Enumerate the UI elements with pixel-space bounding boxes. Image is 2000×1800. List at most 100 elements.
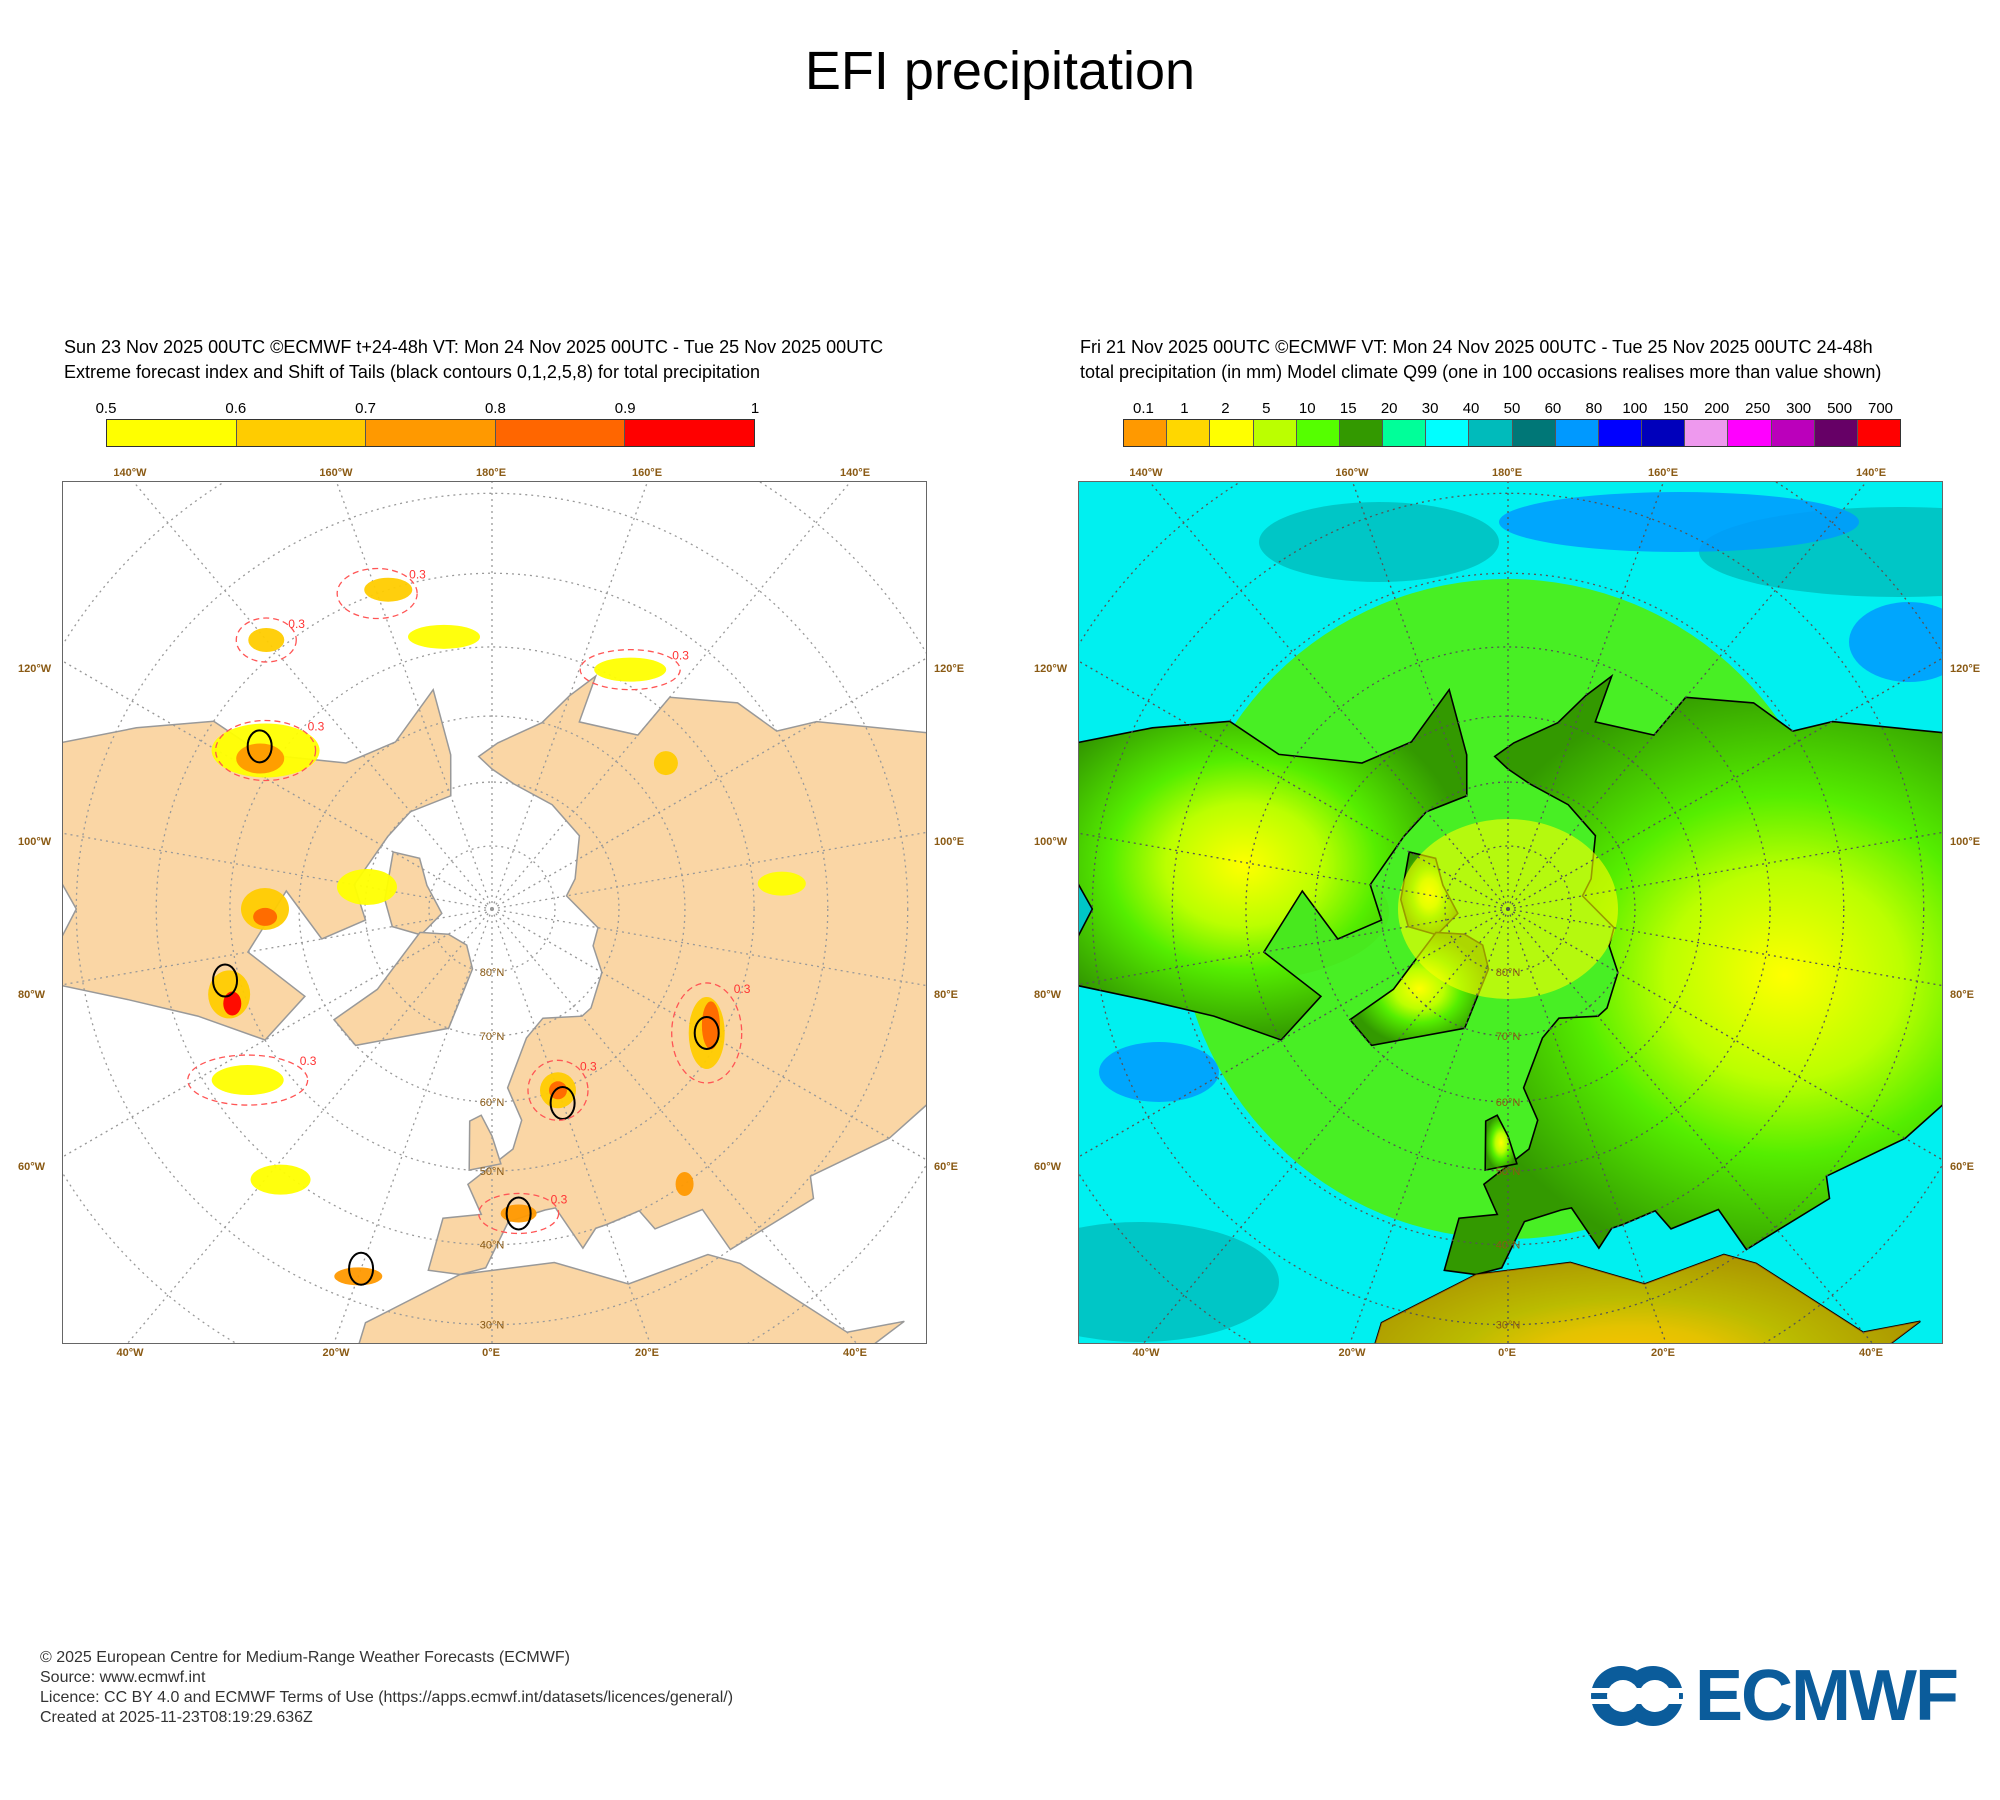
- map-axis-label: 120°E: [1950, 663, 1981, 675]
- efi-0.3-contour: [214, 719, 317, 782]
- meridian-line: [1079, 660, 1509, 910]
- colorbar-swatch: [366, 420, 496, 446]
- map-axis-label: 180°E: [475, 467, 507, 479]
- ecmwf-logo: ECMWF: [1589, 1655, 1959, 1737]
- map-axis-label: 100°W: [1034, 836, 1068, 848]
- colorbar-tick-label: 300: [1786, 400, 1812, 417]
- colorbar-swatch: [1814, 420, 1858, 446]
- meridian-line: [491, 908, 858, 1343]
- land-greenland: [332, 931, 474, 1047]
- efi-0.3-contour: [477, 1192, 560, 1235]
- colorbar-tick-label: 0.1: [1133, 400, 1154, 417]
- map-axis-label: 160°E: [1647, 467, 1679, 479]
- contour-label: 0.3: [308, 719, 325, 733]
- map-axis-label: 80°W: [1034, 989, 1062, 1001]
- footer-created: Created at 2025-11-23T08:19:29.636Z: [40, 1709, 313, 1726]
- q99-60-area: [1499, 492, 1859, 552]
- colorbar-tick-label: 0.5: [95, 400, 117, 417]
- contour-label: 0.3: [300, 1054, 317, 1068]
- meridian-line: [132, 482, 493, 910]
- map-axis-label: 60°E: [1950, 1161, 1974, 1173]
- efi-area: [408, 624, 481, 649]
- map-axis-label: 120°W: [1034, 663, 1068, 675]
- meridian-line: [1148, 482, 1509, 910]
- colorbar-tick-label: 15: [1339, 400, 1357, 417]
- map-axis-label: 140°W: [1129, 467, 1163, 479]
- efi-area: [253, 907, 278, 926]
- sot-contour: [505, 1196, 532, 1231]
- colorbar-tick-label: 40: [1462, 400, 1480, 417]
- colorbar-swatch: [107, 420, 237, 446]
- latitude-circle: [1091, 492, 1925, 1326]
- colorbar-tick-label: 1: [750, 400, 760, 417]
- efi-0.3-contour: [671, 982, 743, 1084]
- map-axis-label: 80°W: [18, 989, 46, 1001]
- ecmwf-logo-text: ECMWF: [1695, 1656, 1959, 1736]
- left-colorbar: [106, 419, 755, 447]
- latitude-circle: [428, 845, 556, 973]
- map-axis-label: 140°E: [1855, 467, 1887, 479]
- colorbar-swatch: [1598, 420, 1643, 446]
- colorbar-tick-label: 0.6: [225, 400, 247, 417]
- colorbar-swatch: [1167, 420, 1211, 446]
- meridian-line: [1507, 831, 1942, 910]
- latitude-label: 80°N: [1496, 967, 1521, 979]
- map-axis-label: 40°E: [1859, 1347, 1883, 1359]
- contour-label: 0.3: [288, 617, 305, 631]
- q99-60-area: [1099, 1042, 1219, 1102]
- efi-area: [364, 577, 413, 602]
- land-eurasia: [427, 673, 926, 1276]
- colorbar-swatch: [495, 420, 626, 446]
- meridian-line: [1507, 908, 1874, 1343]
- contour-label: 0.3: [672, 649, 689, 663]
- page-title: EFI precipitation: [804, 41, 1196, 101]
- contour-label: 0.3: [734, 982, 751, 996]
- meridian-line: [126, 908, 493, 1343]
- colorbar-tick-label: 0.8: [484, 400, 506, 417]
- contour-label: 0.3: [580, 1059, 597, 1073]
- colorbar-swatch: [1339, 420, 1384, 446]
- colorbar-tick-label: 60: [1544, 400, 1562, 417]
- map-axis-label: 100°W: [18, 836, 52, 848]
- latitude-label: 70°N: [480, 1031, 505, 1043]
- map-axis-label: 40°W: [1132, 1347, 1160, 1359]
- right-colorbar: [1123, 419, 1901, 447]
- colorbar-swatch: [1642, 420, 1686, 446]
- efi-area: [594, 657, 667, 682]
- left-map-efi: 80°N 70°N 60°N 50°N 40°N 30°N 0.3 0.3 0.3 0.3 0.3 0…: [62, 481, 927, 1344]
- colorbar-swatch: [1469, 420, 1513, 446]
- efi-area: [250, 1164, 311, 1195]
- right-header-line2: total precipitation (in mm) Model climat…: [1080, 362, 1882, 382]
- latitude-circle: [229, 646, 755, 1172]
- colorbar-tick-label: 500: [1827, 400, 1853, 417]
- latitude-label: 60°N: [1496, 1097, 1521, 1109]
- colorbar-swatch: [1728, 420, 1772, 446]
- map-axis-label: 120°E: [934, 663, 965, 675]
- efi-area: [236, 743, 285, 774]
- meridian-line: [1079, 908, 1509, 1158]
- colorbar-tick-label: 200: [1704, 400, 1730, 417]
- map-axis-label: 100°E: [1950, 836, 1981, 848]
- map-axis-label: 40°W: [116, 1347, 144, 1359]
- footer: © 2025 European Centre for Medium-Range …: [40, 1648, 733, 1728]
- efi-area: [336, 868, 397, 905]
- colorbar-tick-label: 0.9: [614, 400, 636, 417]
- meridian-line: [63, 660, 493, 910]
- colorbar-tick-label: 5: [1262, 400, 1271, 417]
- colorbar-swatch: [1210, 420, 1254, 446]
- latitude-label: 50°N: [480, 1166, 505, 1178]
- latitude-circle: [1245, 646, 1771, 1172]
- dry-area: [1375, 1254, 1921, 1343]
- colorbar-swatch: [1771, 420, 1815, 446]
- latitude-label: 30°N: [1496, 1320, 1521, 1332]
- efi-area: [223, 991, 242, 1016]
- map-axis-label: 20°E: [1651, 1347, 1675, 1359]
- latitude-circle: [1314, 715, 1702, 1103]
- left-header-line2: Extreme forecast index and Shift of Tail…: [64, 362, 761, 382]
- colorbar-tick-label: 1: [1180, 400, 1189, 417]
- meridian-line: [491, 908, 651, 1343]
- colorbar-swatch: [1426, 420, 1470, 446]
- efi-area: [248, 627, 285, 652]
- footer-source: Source: www.ecmwf.int: [40, 1669, 206, 1686]
- latitude-circle: [75, 492, 909, 1326]
